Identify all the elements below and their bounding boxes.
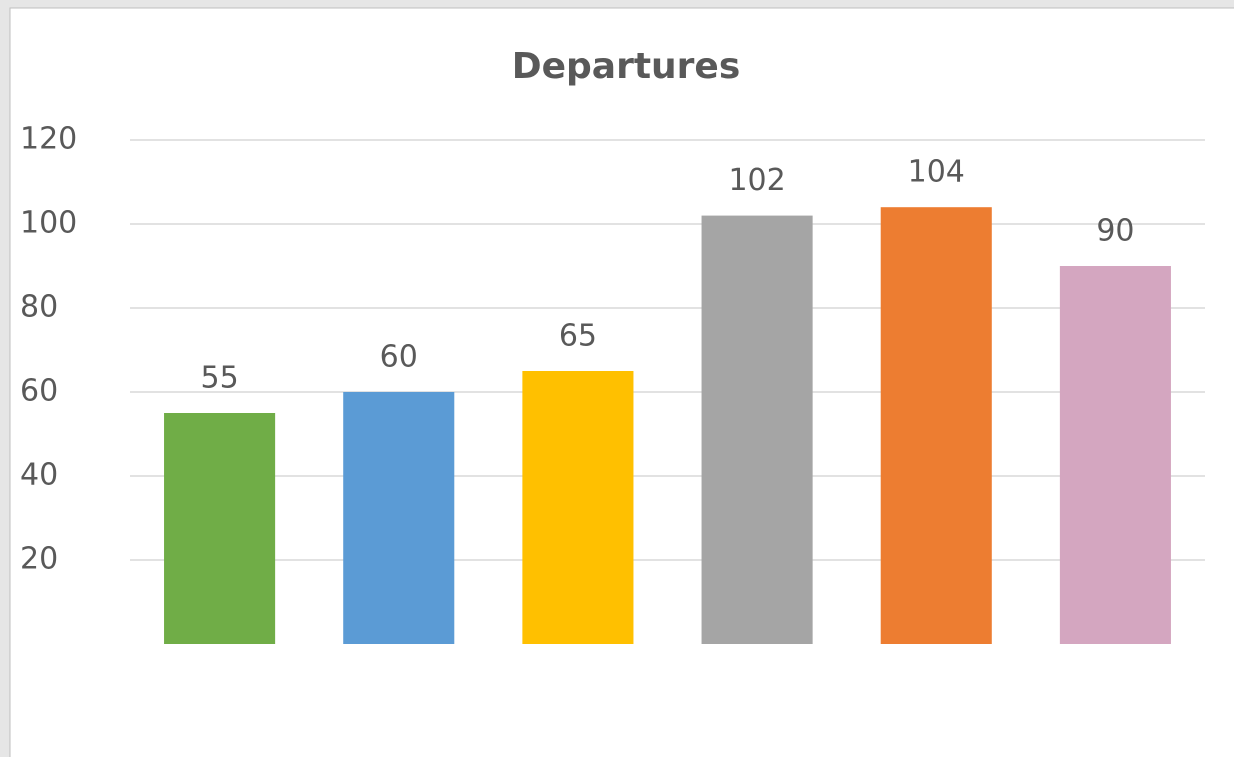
y-tick-label: 40 bbox=[20, 458, 58, 493]
bar bbox=[702, 216, 813, 644]
bar bbox=[522, 371, 633, 644]
data-label: 60 bbox=[380, 340, 418, 375]
bar bbox=[343, 392, 454, 644]
body: Departures 2040608010012055606510210490 … bbox=[0, 0, 1234, 757]
bar bbox=[881, 207, 992, 644]
data-label: 102 bbox=[728, 163, 785, 198]
bar bbox=[164, 413, 275, 644]
data-label: 65 bbox=[559, 319, 597, 354]
y-tick-label: 80 bbox=[20, 290, 58, 325]
page: {"chart_data": {"type": "bar", "title": … bbox=[0, 0, 1234, 757]
y-tick-label: 100 bbox=[20, 206, 77, 241]
y-tick-label: 120 bbox=[20, 122, 77, 157]
chart: Departures 20 40 60 80 100 120 55 60 65 102 104 90 bbox=[0, 0, 1234, 757]
chart-title: Departures bbox=[512, 46, 741, 87]
data-label: 90 bbox=[1096, 214, 1134, 249]
y-tick-label: 60 bbox=[20, 374, 58, 409]
y-tick-label: 20 bbox=[20, 542, 58, 577]
data-label: 104 bbox=[908, 155, 965, 190]
bar bbox=[1060, 266, 1171, 644]
data-label: 55 bbox=[200, 361, 238, 396]
